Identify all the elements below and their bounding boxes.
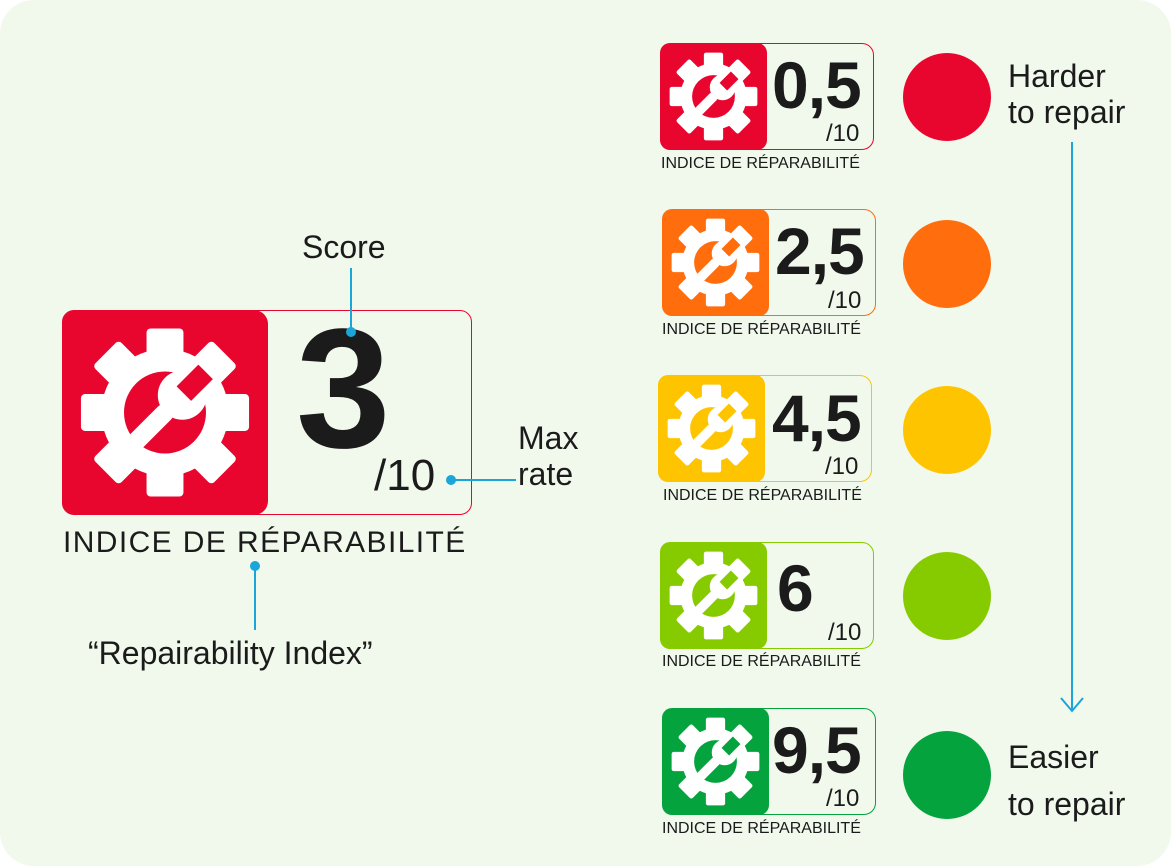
- scale-color-dot: [903, 53, 991, 141]
- scale-gear-box: [660, 43, 767, 150]
- scale-max-rate: /10: [826, 120, 860, 147]
- main-score: 3: [296, 294, 391, 484]
- scale-max-rate: /10: [825, 453, 859, 480]
- score-pointer-dot: [346, 327, 356, 337]
- caption-pointer-dot: [250, 561, 260, 571]
- gear-wrench-icon: [671, 218, 760, 307]
- easier-label-line2: to repair: [1008, 786, 1126, 822]
- annotation-translation: “Repairability Index”: [88, 635, 373, 671]
- scale-gear-box: [662, 209, 769, 316]
- gear-wrench-icon: [80, 328, 250, 497]
- gear-wrench-icon: [671, 717, 760, 806]
- gear-wrench-icon: [669, 52, 758, 141]
- scale-gear-box: [662, 708, 769, 815]
- scale-score: 6: [777, 551, 814, 625]
- scale-max-rate: /10: [826, 785, 860, 812]
- scale-score: 2,5: [775, 214, 865, 288]
- main-max-rate: /10: [374, 451, 436, 500]
- main-label-gear-box: [62, 310, 268, 515]
- scale-caption: INDICE DE RÉPARABILITÉ: [663, 487, 862, 504]
- annotation-max-rate-line1: Max: [518, 420, 579, 456]
- scale-caption: INDICE DE RÉPARABILITÉ: [662, 653, 861, 670]
- gear-wrench-icon: [667, 384, 756, 473]
- harder-label-line1: Harder: [1008, 58, 1106, 94]
- scale-score: 0,5: [772, 48, 862, 122]
- easier-label-line1: Easier: [1008, 739, 1099, 775]
- gear-wrench-icon: [669, 551, 758, 640]
- harder-label-line2: to repair: [1008, 94, 1126, 130]
- scale-score: 4,5: [772, 381, 862, 455]
- scale-caption: INDICE DE RÉPARABILITÉ: [662, 321, 861, 338]
- scale-gear-box: [658, 375, 765, 482]
- scale-color-dot: [903, 220, 991, 308]
- scale-caption: INDICE DE RÉPARABILITÉ: [662, 820, 861, 837]
- scale-score: 9,5: [772, 713, 862, 787]
- max-rate-pointer-dot: [446, 475, 456, 485]
- scale-max-rate: /10: [828, 287, 862, 314]
- scale-caption: INDICE DE RÉPARABILITÉ: [661, 155, 860, 172]
- scale-color-dot: [903, 552, 991, 640]
- scale-max-rate: /10: [828, 619, 862, 646]
- main-caption: INDICE DE RÉPARABILITÉ: [63, 526, 467, 559]
- scale-color-dot: [903, 731, 991, 819]
- annotation-max-rate-line2: rate: [518, 456, 574, 492]
- scale-gear-box: [660, 542, 767, 649]
- annotation-score: Score: [302, 229, 386, 265]
- scale-color-dot: [903, 386, 991, 474]
